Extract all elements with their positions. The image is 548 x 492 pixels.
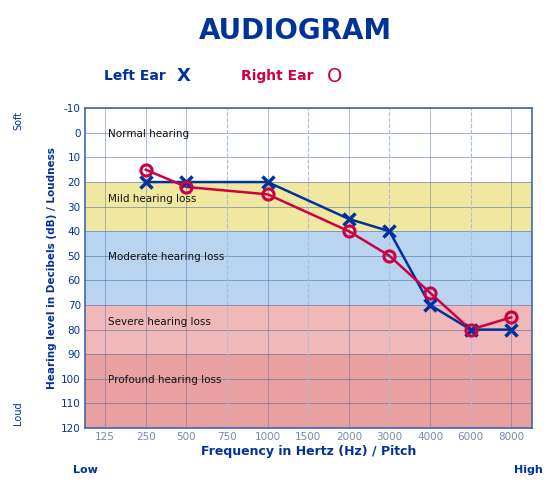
Bar <box>85 231 532 305</box>
Bar <box>85 305 532 354</box>
Text: X: X <box>176 67 191 85</box>
Text: Mild hearing loss: Mild hearing loss <box>109 194 197 204</box>
Bar <box>85 108 532 182</box>
Text: Loud: Loud <box>13 401 23 425</box>
Y-axis label: Hearing level in Decibels (dB) / Loudness: Hearing level in Decibels (dB) / Loudnes… <box>47 147 57 389</box>
Text: Moderate hearing loss: Moderate hearing loss <box>109 252 225 262</box>
Text: O: O <box>327 67 342 86</box>
Text: Soft: Soft <box>13 111 23 130</box>
Text: Right Ear: Right Ear <box>241 69 313 83</box>
Text: Normal hearing: Normal hearing <box>109 129 190 139</box>
Text: Left Ear: Left Ear <box>104 69 166 83</box>
Text: Severe hearing loss: Severe hearing loss <box>109 317 212 327</box>
Bar <box>85 182 532 231</box>
Text: High: High <box>515 465 543 475</box>
Text: AUDIOGRAM: AUDIOGRAM <box>199 17 392 45</box>
X-axis label: Frequency in Hertz (Hz) / Pitch: Frequency in Hertz (Hz) / Pitch <box>201 445 416 458</box>
Text: Profound hearing loss: Profound hearing loss <box>109 375 222 385</box>
Bar <box>85 354 532 428</box>
Text: Low: Low <box>72 465 98 475</box>
